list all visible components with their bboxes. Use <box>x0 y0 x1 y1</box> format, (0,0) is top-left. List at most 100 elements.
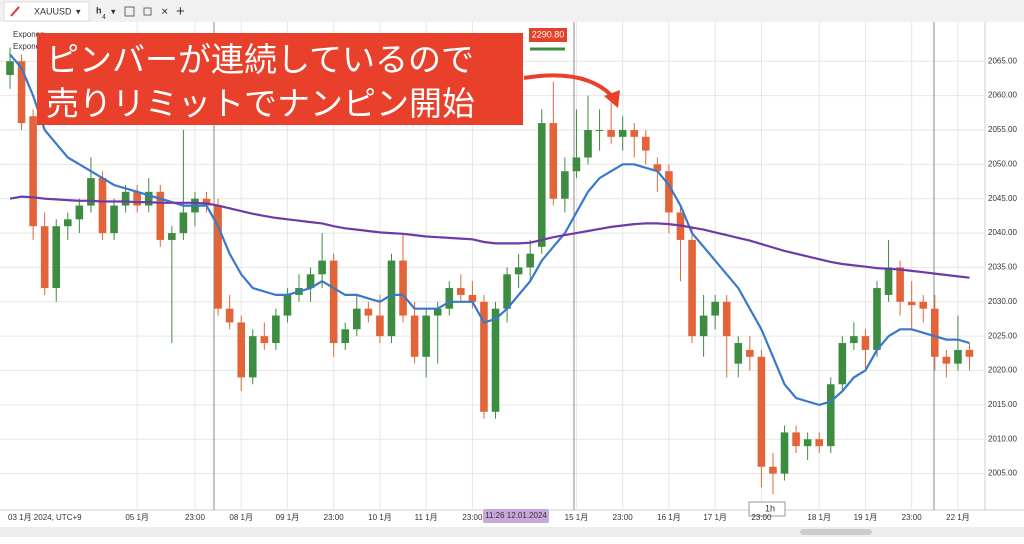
candle-body <box>364 308 373 316</box>
candle-body <box>965 349 974 357</box>
symbol-tab[interactable] <box>3 1 90 22</box>
x-tick-label: 03 1月 2024, UTC+9 <box>8 513 82 522</box>
candle-body <box>133 191 141 206</box>
add-tab[interactable]: + <box>176 3 185 20</box>
y-tick-label: 2055.00 <box>988 125 1017 134</box>
dropdown[interactable]: ▾ <box>111 6 116 16</box>
candle-body <box>480 301 488 412</box>
x-tick-label: 15 1月 <box>565 513 589 522</box>
interval[interactable]: h <box>96 5 102 15</box>
candle-body <box>537 123 546 247</box>
candle-body <box>561 171 569 199</box>
candle-body <box>815 439 823 447</box>
y-tick-label: 2015.00 <box>988 400 1017 409</box>
x-tick-label: 18 1月 <box>807 513 831 522</box>
dropdown[interactable]: ▾ <box>76 6 81 16</box>
symbol: XAUUSD <box>34 6 72 16</box>
candle-body <box>341 329 350 344</box>
candle-body <box>272 315 280 344</box>
candle-body <box>526 253 534 268</box>
x-tick-label: 22 1月 <box>946 513 970 522</box>
candle-body <box>318 260 326 275</box>
candle-body <box>861 336 870 350</box>
y-tick-label: 2060.00 <box>988 91 1017 100</box>
x-tick-label: 23:00 <box>462 513 483 522</box>
candle-body <box>630 129 639 137</box>
candle-body <box>248 336 257 378</box>
candle-body <box>75 205 84 220</box>
candle-body <box>168 233 176 240</box>
candle-body <box>64 219 72 227</box>
legend-item: Exponen <box>13 30 45 39</box>
x-tick-label: 23:00 <box>751 513 772 522</box>
annotation-text: 売りリミットでナンピン開始 <box>46 85 475 122</box>
candle-body <box>457 288 465 295</box>
moving-average <box>9 53 970 407</box>
candle-body <box>445 288 454 309</box>
candle-body <box>144 191 153 206</box>
candle-body <box>306 274 315 289</box>
candle-body <box>202 198 211 206</box>
y-tick-label: 2040.00 <box>988 228 1017 237</box>
moving-average <box>9 195 970 279</box>
candle-body <box>792 432 800 447</box>
candle-body <box>549 123 558 199</box>
y-tick-label: 2005.00 <box>988 469 1017 478</box>
crosshair-date-text: 11:26 12.01.2024 <box>485 511 547 520</box>
candle-body <box>260 336 269 344</box>
candle-body <box>110 205 118 234</box>
candle-body <box>942 356 951 364</box>
candle-body <box>642 136 650 151</box>
candle-body <box>214 205 222 309</box>
candle-body <box>514 267 523 275</box>
close-icon[interactable]: ✕ <box>161 6 169 16</box>
x-tick-label: 16 1月 <box>657 513 681 522</box>
x-tick-label: 10 1月 <box>368 513 392 522</box>
candle-body <box>838 343 847 385</box>
candle-body <box>884 267 893 295</box>
candle-body <box>376 315 384 337</box>
y-tick-label: 2020.00 <box>988 366 1017 375</box>
y-tick-label: 2030.00 <box>988 297 1017 306</box>
price-tag <box>529 28 567 42</box>
y-tick-label: 2065.00 <box>988 56 1017 65</box>
x-tick-label: 08 1月 <box>229 513 253 522</box>
candle-body <box>353 308 361 330</box>
scroll-thumb[interactable] <box>800 529 872 535</box>
candle-body <box>722 301 731 337</box>
candle-body <box>468 294 477 302</box>
candle-body <box>896 267 904 302</box>
candle-body <box>699 315 708 337</box>
candle-body <box>931 308 939 357</box>
y-tick-label: 2025.00 <box>988 331 1017 340</box>
candle-body <box>179 212 188 234</box>
x-tick-label: 05 1月 <box>125 513 149 522</box>
x-tick-label: 23:00 <box>902 513 923 522</box>
candle-body <box>121 191 130 206</box>
y-tick-label: 2050.00 <box>988 159 1017 168</box>
x-tick-label: 19 1月 <box>854 513 878 522</box>
candle-body <box>907 301 916 306</box>
layout-icon[interactable] <box>124 6 135 17</box>
x-tick-label: 17 1月 <box>703 513 727 522</box>
y-tick-label: 2035.00 <box>988 263 1017 272</box>
candle-body <box>711 301 719 316</box>
candle-body <box>98 178 107 234</box>
candle-body <box>29 116 37 227</box>
candle-body <box>584 129 592 158</box>
scrollbar[interactable] <box>0 527 1024 537</box>
candle-body <box>653 164 662 172</box>
candle-body <box>769 466 777 474</box>
candle-body <box>572 157 581 172</box>
candle-body <box>433 308 442 316</box>
candle-body <box>410 315 419 357</box>
timeframe-button[interactable] <box>748 501 786 517</box>
annotation-box <box>37 33 523 125</box>
symbol-icon <box>10 6 20 17</box>
toolbar <box>0 0 1024 22</box>
x-tick-label: 11 1月 <box>415 513 438 522</box>
link-icon[interactable] <box>143 7 152 16</box>
candle-body <box>954 349 962 364</box>
